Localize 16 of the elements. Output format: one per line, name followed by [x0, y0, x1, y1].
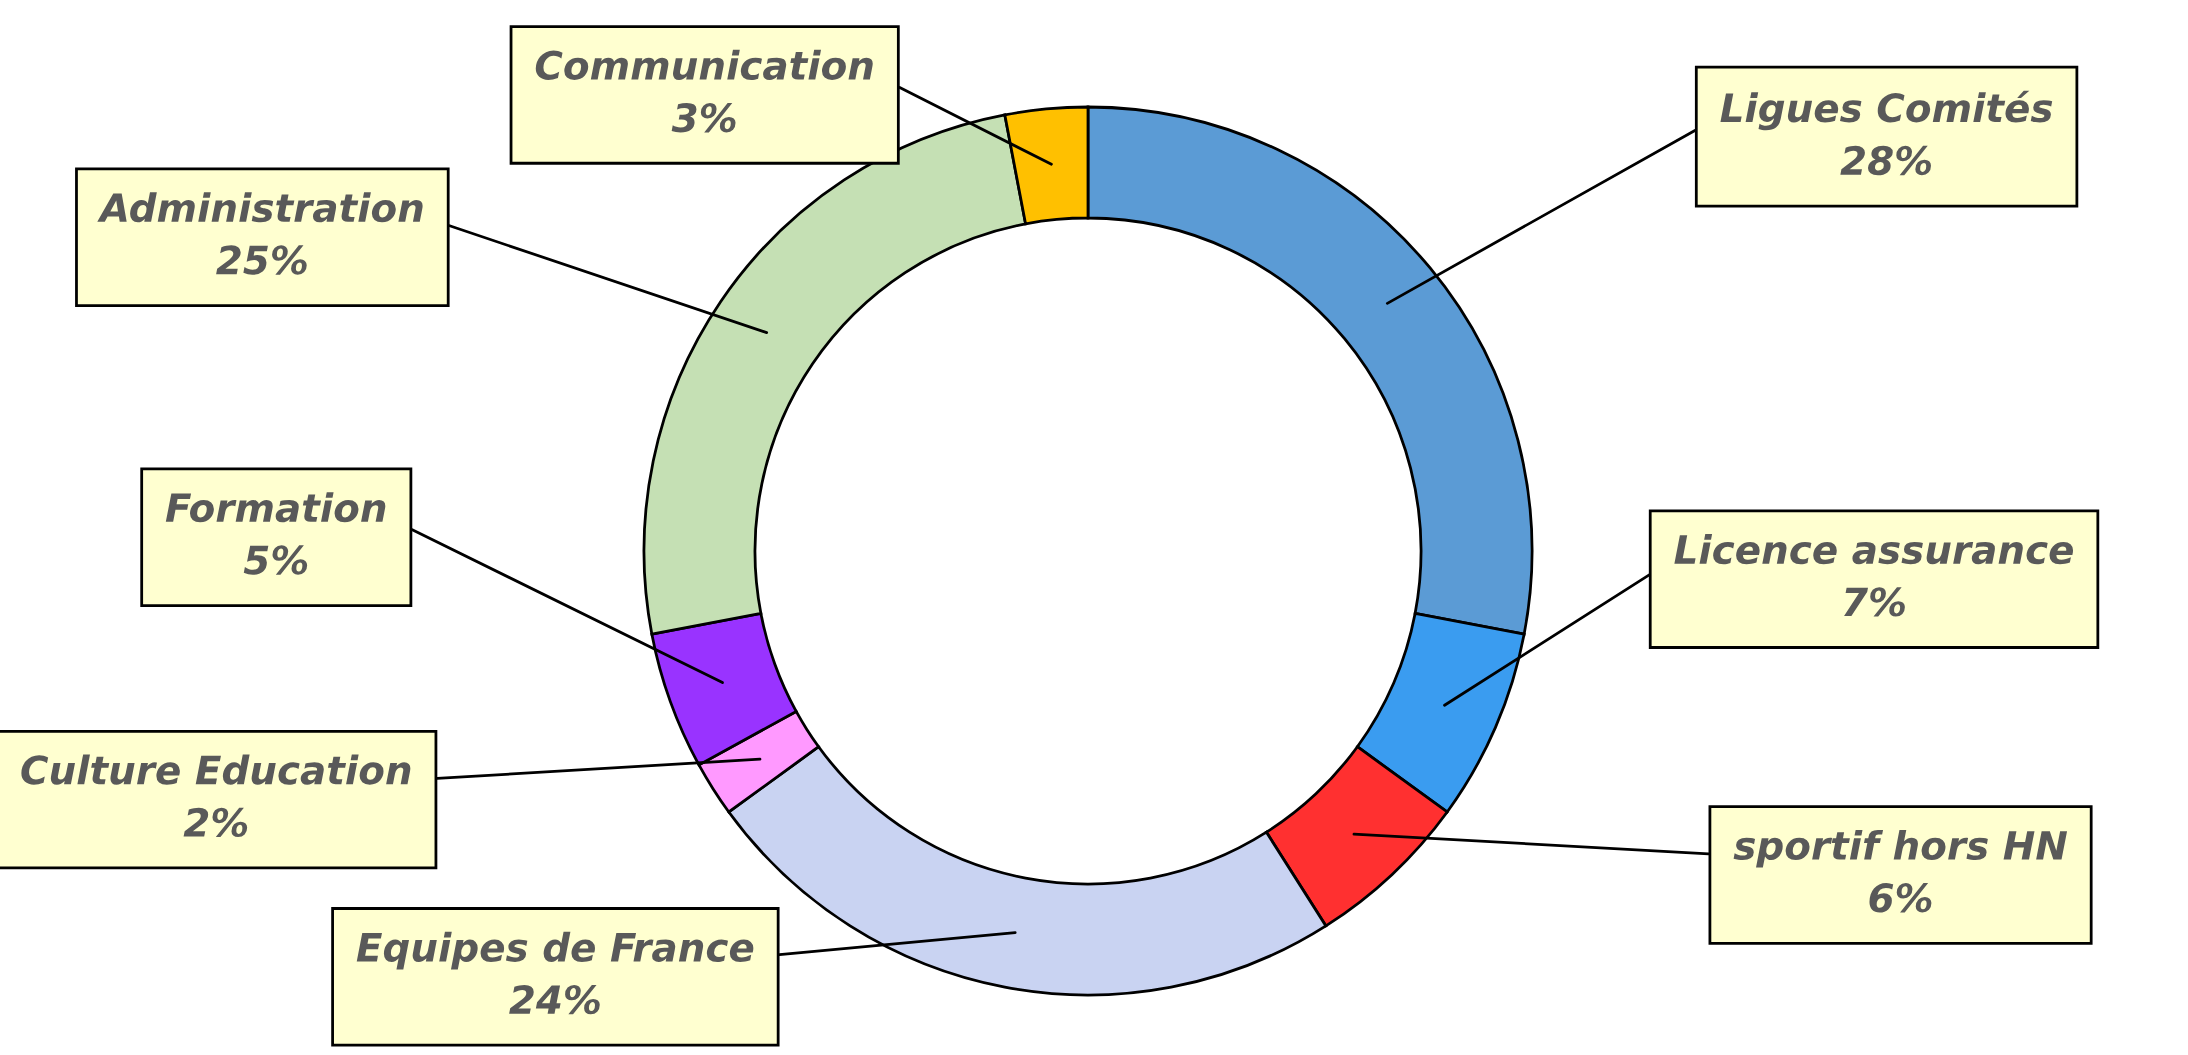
slice-label: Communication [535, 49, 873, 80]
slice-label: Equipes de France [356, 931, 754, 970]
data-label: 25% [216, 245, 307, 275]
data-label: 24% [509, 984, 600, 1015]
data-label: 7% [1844, 587, 1905, 617]
data-label: 6% [1869, 883, 1932, 913]
data-label: 3% [671, 102, 736, 133]
slice-label: Licence assurance [1674, 534, 2074, 565]
slice-label: sportif hors HN [1733, 829, 2068, 868]
data-label: 28% [1840, 145, 1931, 176]
slice-label: Culture Education [21, 754, 411, 785]
slice-label: Administration [97, 192, 423, 223]
slice-label: Ligues Comités [1720, 90, 2053, 131]
data-label: 2% [183, 807, 248, 838]
data-label: 5% [243, 545, 308, 575]
slice-label: Formation [165, 492, 386, 523]
